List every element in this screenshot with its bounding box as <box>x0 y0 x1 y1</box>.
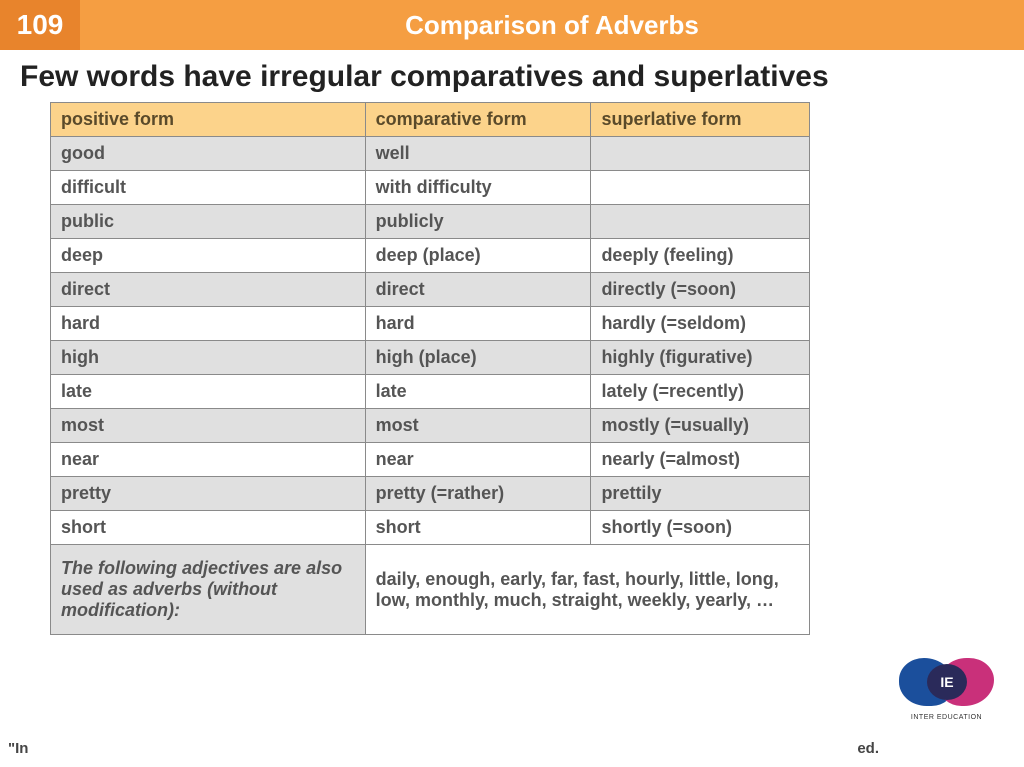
table-cell: high (place) <box>365 341 591 375</box>
table-cell: hardly (=seldom) <box>591 307 810 341</box>
table-cell: short <box>51 511 366 545</box>
table-cell: late <box>365 375 591 409</box>
table-cell: near <box>51 443 366 477</box>
table-cell: public <box>51 205 366 239</box>
table-cell: lately (=recently) <box>591 375 810 409</box>
th-superlative: superlative form <box>591 103 810 137</box>
th-positive: positive form <box>51 103 366 137</box>
table-container: positive form comparative form superlati… <box>0 102 1024 635</box>
adverb-table: positive form comparative form superlati… <box>50 102 810 635</box>
table-row: goodwell <box>51 137 810 171</box>
table-cell: mostly (=usually) <box>591 409 810 443</box>
table-cell: well <box>365 137 591 171</box>
slide-number: 109 <box>0 0 80 50</box>
table-cell: deeply (feeling) <box>591 239 810 273</box>
table-cell: short <box>365 511 591 545</box>
table-cell: hard <box>51 307 366 341</box>
table-cell <box>591 137 810 171</box>
table-cell: publicly <box>365 205 591 239</box>
table-row: mostmostmostly (=usually) <box>51 409 810 443</box>
table-cell: difficult <box>51 171 366 205</box>
footer-left-cell: The following adjectives are also used a… <box>51 545 366 635</box>
table-cell: near <box>365 443 591 477</box>
header-bar: 109 Comparison of Adverbs <box>0 0 1024 50</box>
table-cell: prettily <box>591 477 810 511</box>
truncated-footer-left: "In <box>8 740 28 757</box>
table-cell: deep (place) <box>365 239 591 273</box>
logo: IE INTER EDUCATION <box>899 652 994 727</box>
table-cell: directly (=soon) <box>591 273 810 307</box>
table-cell: late <box>51 375 366 409</box>
table-cell <box>591 171 810 205</box>
table-footer-row: The following adjectives are also used a… <box>51 545 810 635</box>
table-header-row: positive form comparative form superlati… <box>51 103 810 137</box>
logo-caption: INTER EDUCATION <box>899 714 994 721</box>
table-row: directdirectdirectly (=soon) <box>51 273 810 307</box>
table-row: latelatelately (=recently) <box>51 375 810 409</box>
table-cell: most <box>365 409 591 443</box>
header-title: Comparison of Adverbs <box>80 0 1024 50</box>
table-row: shortshortshortly (=soon) <box>51 511 810 545</box>
table-row: prettypretty (=rather)prettily <box>51 477 810 511</box>
table-cell: hard <box>365 307 591 341</box>
footer-right-cell: daily, enough, early, far, fast, hourly,… <box>365 545 809 635</box>
table-cell: nearly (=almost) <box>591 443 810 477</box>
table-cell <box>591 205 810 239</box>
subtitle: Few words have irregular comparatives an… <box>0 50 1024 102</box>
table-cell: deep <box>51 239 366 273</box>
table-cell: most <box>51 409 366 443</box>
table-row: hardhardhardly (=seldom) <box>51 307 810 341</box>
table-row: highhigh (place)highly (figurative) <box>51 341 810 375</box>
table-row: publicpublicly <box>51 205 810 239</box>
table-cell: good <box>51 137 366 171</box>
table-cell: with difficulty <box>365 171 591 205</box>
th-comparative: comparative form <box>365 103 591 137</box>
table-cell: pretty (=rather) <box>365 477 591 511</box>
table-cell: highly (figurative) <box>591 341 810 375</box>
table-cell: direct <box>51 273 366 307</box>
table-cell: direct <box>365 273 591 307</box>
truncated-footer-right: ed. <box>857 740 879 757</box>
logo-graphic: IE <box>899 652 994 712</box>
table-body: goodwelldifficultwith difficultypublicpu… <box>51 137 810 635</box>
table-row: nearnearnearly (=almost) <box>51 443 810 477</box>
logo-initials: IE <box>927 664 967 700</box>
table-row: deepdeep (place)deeply (feeling) <box>51 239 810 273</box>
table-cell: high <box>51 341 366 375</box>
table-row: difficultwith difficulty <box>51 171 810 205</box>
table-cell: shortly (=soon) <box>591 511 810 545</box>
table-cell: pretty <box>51 477 366 511</box>
